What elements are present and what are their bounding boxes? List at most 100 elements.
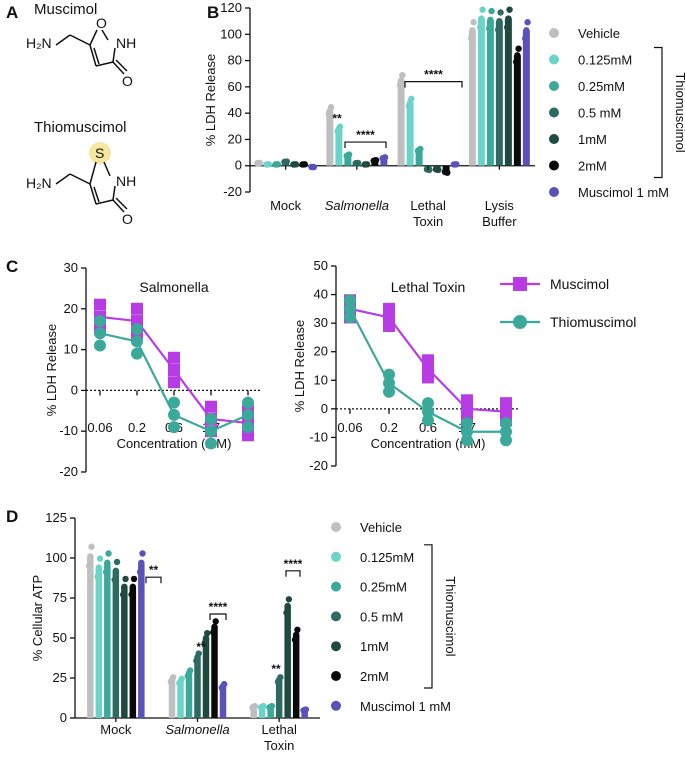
chart-title: Salmonella bbox=[139, 279, 208, 295]
thiomuscimol-nh2: H₂N bbox=[26, 175, 52, 191]
point-thiomuscimol bbox=[94, 339, 106, 352]
y-tick-label: 25 bbox=[53, 670, 67, 685]
bar-salmonella-1mm bbox=[202, 638, 210, 718]
point-thiomuscimol bbox=[205, 412, 217, 425]
dot-salmonella-vehicle bbox=[327, 104, 335, 111]
point-thiomuscimol bbox=[422, 397, 434, 410]
bar-mock-2mm bbox=[129, 586, 137, 718]
y-tick-label: 80 bbox=[228, 53, 242, 68]
dot-salmonella-0-25mm bbox=[187, 667, 194, 674]
legend-marker-1mm bbox=[549, 134, 559, 144]
dot-mock-0-25mm bbox=[104, 559, 111, 566]
legend-label-vehicle: Vehicle bbox=[578, 26, 620, 41]
bar-lethal-toxin-vehicle bbox=[250, 706, 257, 718]
point-thiomuscimol bbox=[461, 417, 473, 430]
dot-mock-1mm bbox=[292, 161, 300, 168]
y-tick-label: 75 bbox=[53, 590, 67, 605]
sig-d-lethal-bracket bbox=[285, 570, 301, 577]
y-tick-label: -10 bbox=[309, 429, 328, 444]
legend-d: Vehicle 0.125mM 0.25mM 0.5 mM 1mM 2mM Muscimol… bbox=[331, 520, 458, 714]
dot-salmonella-2mm bbox=[211, 623, 218, 630]
point-thiomuscimol bbox=[131, 347, 143, 360]
dot-mock-vehicle bbox=[87, 553, 94, 560]
point-thiomuscimol bbox=[94, 315, 106, 328]
dot-salmonella-muscimol-1-mm bbox=[221, 680, 228, 688]
y-tick-label: -20 bbox=[309, 458, 328, 473]
category-label-lethal-toxin: Lethal bbox=[261, 722, 297, 737]
bar-mock-0-25mm bbox=[104, 562, 111, 718]
dot-lysis-buffer-0-5-mm bbox=[494, 26, 502, 34]
point-thiomuscimol bbox=[242, 408, 254, 421]
dot-lethal-toxin-vehicle bbox=[397, 77, 405, 84]
legend-thiomuscimol-label: Thiomuscimol bbox=[673, 72, 685, 152]
dot-mock-muscimol-1-mm bbox=[139, 550, 146, 557]
panel-letter-d: D bbox=[6, 507, 18, 526]
legend-marker-0-25mm bbox=[549, 81, 559, 91]
dot-salmonella-vehicle bbox=[170, 674, 177, 681]
x-axis-label: Concentration (mM) bbox=[371, 436, 486, 451]
legend-marker-muscimol-1-mm bbox=[331, 700, 341, 711]
dot-lysis-buffer-vehicle bbox=[467, 35, 475, 42]
panel-letter-b: B bbox=[207, 3, 219, 22]
sig-d-salmonella-label: **** bbox=[209, 600, 228, 614]
dot-lysis-buffer-0-5-mm bbox=[496, 17, 503, 25]
sig-b-lethal-toxin-bracket bbox=[404, 81, 463, 88]
point-muscimol bbox=[94, 298, 106, 311]
panel-c: C Salmonella-20-1001020300.060.20.61.75C… bbox=[6, 257, 636, 479]
panel-letter-a: A bbox=[6, 3, 18, 22]
dot-lysis-buffer-vehicle bbox=[469, 27, 476, 34]
legend-c-muscimol-marker bbox=[513, 277, 527, 291]
point-muscimol bbox=[168, 376, 180, 389]
y-tick-label: 0 bbox=[235, 158, 242, 173]
legend-label-0-5-mm: 0.5 mM bbox=[360, 609, 403, 624]
legend-c-thio-label: Thiomuscimol bbox=[550, 314, 636, 330]
legend-marker-0-5-mm bbox=[549, 107, 559, 118]
dot-lethal-toxin-1mm bbox=[285, 596, 293, 603]
legend-marker-0-125mm bbox=[549, 54, 559, 65]
dot-lysis-buffer-0-125mm bbox=[479, 6, 486, 13]
muscimol-keto-o: O bbox=[122, 73, 133, 89]
y-axis-label: % Cellular ATP bbox=[30, 575, 45, 661]
bar-mock-muscimol-1-mm bbox=[138, 562, 145, 718]
point-thiomuscimol bbox=[131, 335, 143, 348]
legend-thiomuscimol-bracket bbox=[654, 46, 663, 179]
legend-label-2mm: 2mM bbox=[578, 159, 607, 174]
y-axis-label: % LDH Release bbox=[292, 320, 307, 413]
point-thiomuscimol bbox=[500, 417, 512, 430]
dot-mock-1mm bbox=[122, 575, 129, 583]
dot-lethal-toxin-2mm bbox=[292, 631, 300, 638]
dot-lysis-buffer-1mm bbox=[505, 15, 512, 22]
dot-lethal-toxin-muscimol-1-mm bbox=[453, 161, 460, 168]
bar-lethal-toxin-2mm bbox=[292, 634, 300, 718]
dot-lethal-toxin-1mm bbox=[435, 166, 442, 174]
point-muscimol bbox=[422, 354, 434, 367]
sig-d-lethal-05: ** bbox=[271, 662, 281, 676]
point-thiomuscimol bbox=[168, 396, 180, 409]
y-tick-label: 0 bbox=[60, 710, 67, 725]
y-tick-label: 120 bbox=[220, 0, 242, 15]
x-tick-label: 0.06 bbox=[87, 420, 112, 435]
legend-label-muscimol-1-mm: Muscimol 1 mM bbox=[578, 185, 669, 200]
y-tick-label: 30 bbox=[64, 260, 78, 275]
legend-label-0-125mm: 0.125mM bbox=[360, 550, 414, 565]
legend-label-0-125mm: 0.125mM bbox=[578, 53, 632, 68]
dot-salmonella-0-125mm bbox=[178, 675, 185, 683]
point-thiomuscimol bbox=[383, 377, 395, 390]
dot-lethal-toxin-1mm bbox=[284, 602, 291, 610]
bar-mock-1mm bbox=[121, 586, 128, 718]
dot-lethal-toxin-2mm bbox=[444, 169, 451, 176]
muscimol-structure bbox=[55, 29, 128, 75]
x-tick-label: 0.2 bbox=[128, 420, 146, 435]
legend-marker-2mm bbox=[331, 671, 341, 681]
legend-label-0-25mm: 0.25mM bbox=[578, 79, 625, 94]
category-label-salmonella: Salmonella bbox=[165, 722, 229, 737]
legend-thiomuscimol-label: Thiomuscimol bbox=[443, 576, 458, 656]
legend-marker-0-5-mm bbox=[331, 611, 341, 622]
panel-letter-c: C bbox=[6, 257, 18, 276]
y-tick-label: 20 bbox=[228, 131, 242, 146]
point-thiomuscimol bbox=[422, 414, 434, 427]
dot-mock-0-125mm bbox=[94, 573, 101, 580]
dot-lethal-toxin-1mm bbox=[283, 609, 290, 616]
y-tick-label: -10 bbox=[59, 423, 78, 438]
panel-a: A Muscimol H₂N O NH O Thiomuscimol bbox=[6, 1, 136, 227]
